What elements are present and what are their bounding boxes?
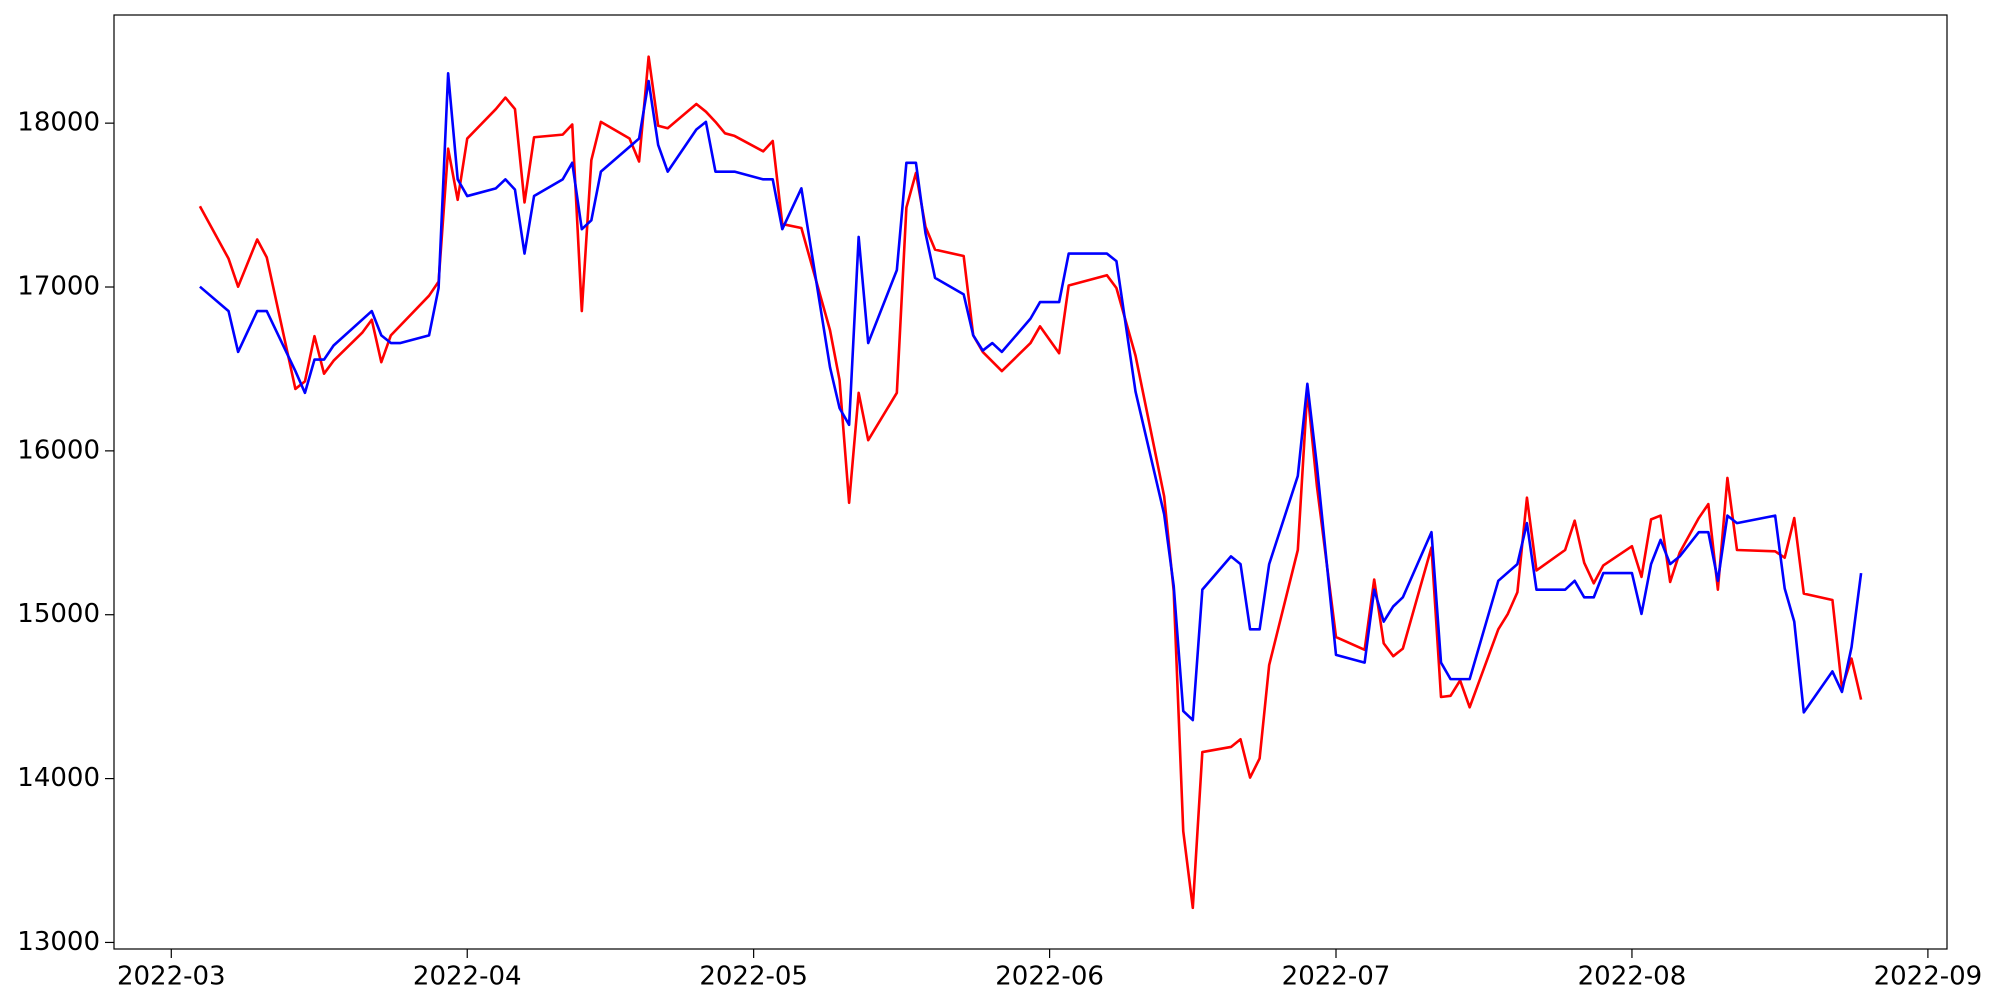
x-tick-label: 2022-03 (117, 962, 226, 992)
y-tick-label: 14000 (17, 763, 100, 793)
y-tick-label: 18000 (17, 108, 100, 138)
y-tick-label: 16000 (17, 435, 100, 465)
x-tick-label: 2022-06 (995, 962, 1104, 992)
y-tick-label: 17000 (17, 272, 100, 302)
x-tick-label: 2022-09 (1874, 962, 1983, 992)
x-tick-label: 2022-05 (699, 962, 808, 992)
x-tick-label: 2022-04 (413, 962, 522, 992)
series-line (198, 55, 1863, 910)
y-tick-label: 15000 (17, 599, 100, 629)
series-line (199, 72, 1863, 722)
x-tick-label: 2022-07 (1282, 962, 1391, 992)
plot-frame (113, 14, 1948, 950)
y-tick-label: 13000 (17, 927, 100, 957)
x-tick-label: 2022-08 (1578, 962, 1687, 992)
